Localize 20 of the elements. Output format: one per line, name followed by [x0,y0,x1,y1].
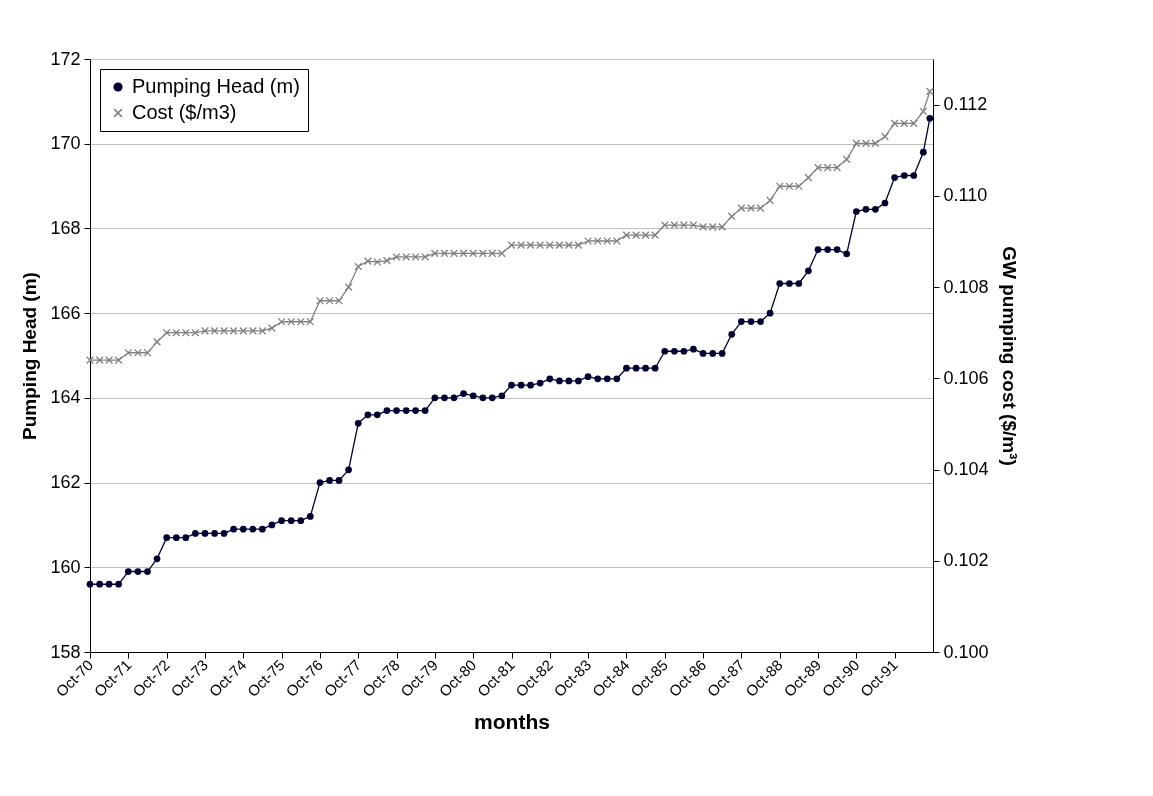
y-tick-label: 158 [50,641,81,662]
y-tick-label: 160 [50,556,81,577]
y-axis-title: Pumping Head (m) [19,272,41,440]
y-tick-label: 170 [50,133,81,154]
y-tick-label: 164 [50,387,81,408]
y2-tick-label: 0.106 [943,367,989,388]
y-tick-label: 172 [50,48,81,69]
y2-tick-label: 0.102 [943,550,989,571]
legend-label: Pumping Head (m) [132,75,300,97]
y-tick-label: 166 [50,302,81,323]
y-tick-label: 168 [50,217,81,238]
y2-tick-label: 0.108 [943,276,989,297]
y2-axis-title: GW pumping cost ($/m³) [998,246,1020,466]
legend-label: Cost ($/m3) [132,101,237,123]
x-axis-title: months [474,709,550,733]
y2-tick-label: 0.104 [943,459,989,480]
y-tick-label: 162 [50,472,81,493]
y2-tick-label: 0.112 [943,94,988,115]
y2-tick-label: 0.110 [943,185,988,206]
y2-tick-label: 0.100 [943,641,989,662]
